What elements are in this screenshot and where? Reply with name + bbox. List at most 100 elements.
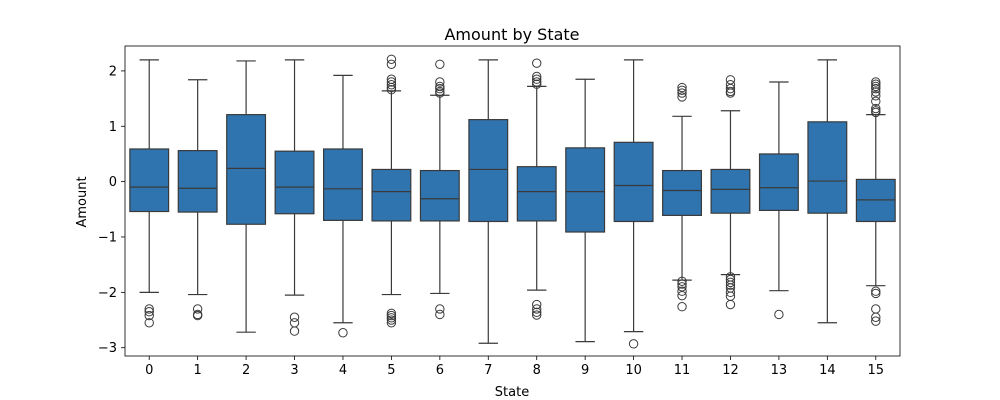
y-axis: 2 1 0 −1 −2 −3 [98, 64, 125, 356]
x-tick-label: 13 [771, 363, 788, 378]
y-tick-label: −1 [98, 230, 117, 245]
box-group-9 [565, 78, 606, 343]
outlier-point [871, 79, 881, 89]
outlier-point [871, 286, 881, 296]
outlier-point [144, 304, 154, 314]
x-tick-label: 0 [145, 363, 153, 378]
outlier-point [871, 304, 881, 314]
plot-frame [124, 45, 901, 357]
x-tick-label: 3 [290, 363, 298, 378]
box-group-0 [129, 59, 170, 328]
x-tick-label: 9 [581, 363, 589, 378]
x-tick-label: 4 [339, 363, 347, 378]
box-group-3 [274, 59, 315, 336]
iqr-box [177, 150, 218, 213]
outlier-point [532, 307, 542, 317]
outlier-point [338, 328, 348, 338]
x-tick-label: 1 [194, 363, 202, 378]
outlier-point [871, 316, 881, 326]
outlier-point [871, 87, 881, 97]
outlier-point [871, 77, 881, 87]
iqr-box [129, 148, 170, 213]
iqr-box [419, 169, 460, 222]
x-tick-label: 8 [533, 363, 541, 378]
x-tick-label: 7 [484, 363, 492, 378]
outlier-point [386, 310, 397, 321]
outlier-point [386, 85, 397, 95]
outlier-point [532, 310, 542, 320]
outlier-point [144, 318, 154, 328]
outlier-point [386, 308, 397, 319]
outlier-point [532, 304, 542, 314]
outlier-point [871, 83, 881, 94]
box-group-7 [468, 59, 509, 344]
box-group-12 [710, 75, 751, 310]
outlier-point [871, 107, 881, 118]
outlier-point [386, 59, 397, 69]
outlier-point [628, 339, 639, 349]
iqr-box [516, 166, 557, 222]
outlier-point [435, 309, 445, 320]
outlier-point [725, 88, 736, 98]
plot-content [129, 54, 896, 349]
x-tick-label: 11 [674, 363, 691, 378]
outlier-point [435, 83, 445, 94]
box-group-10 [613, 59, 654, 349]
y-axis-label: Amount [75, 176, 90, 227]
outlier-point [386, 80, 397, 90]
outlier-point [289, 312, 300, 322]
outlier-point [386, 313, 397, 323]
y-tick-label: 0 [109, 175, 117, 190]
box-group-5 [371, 54, 412, 328]
y-tick-label: 1 [109, 120, 117, 135]
x-tick-label: 6 [436, 363, 444, 378]
outlier-point [386, 318, 397, 328]
box-group-14 [807, 59, 848, 324]
outlier-point [677, 290, 687, 301]
x-tick-label: 10 [625, 363, 642, 378]
outlier-point [725, 280, 736, 290]
outlier-point [289, 318, 300, 328]
outlier-point [725, 287, 736, 298]
box-group-6 [419, 59, 460, 320]
iqr-box [274, 150, 315, 215]
outlier-point [871, 96, 881, 107]
iqr-box [371, 168, 412, 222]
y-tick-label: −2 [98, 286, 117, 301]
iqr-box [613, 141, 654, 223]
outlier-point [871, 81, 881, 92]
iqr-box [565, 147, 606, 233]
outlier-point [774, 309, 784, 320]
x-tick-label: 14 [819, 363, 836, 378]
outlier-point [192, 304, 203, 314]
x-axis: 0 1 2 3 4 5 6 7 8 9 10 11 12 13 14 15 [145, 356, 884, 378]
outlier-point [532, 58, 542, 68]
outlier-point [725, 299, 736, 310]
outlier-point [386, 54, 397, 64]
outlier-point [435, 59, 445, 69]
y-tick-label: −3 [98, 341, 117, 356]
x-axis-label: State [495, 385, 529, 400]
chart-title: Amount by State [444, 25, 579, 44]
outlier-point [677, 286, 687, 296]
box-group-15 [855, 77, 896, 326]
x-tick-label: 5 [387, 363, 395, 378]
iqr-box [807, 121, 848, 214]
iqr-box [710, 168, 751, 214]
outlier-point [144, 310, 154, 321]
outlier-point [435, 88, 445, 98]
iqr-box [468, 119, 509, 223]
outlier-point [386, 315, 397, 325]
iqr-box [226, 114, 267, 225]
outlier-point [435, 81, 445, 92]
outlier-point [435, 77, 445, 87]
outlier-point [144, 307, 154, 317]
outlier-point [677, 92, 687, 102]
outlier-point [532, 74, 542, 84]
box-group-13 [758, 81, 799, 320]
outlier-point [677, 276, 687, 286]
outlier-point [677, 279, 687, 289]
x-tick-label: 15 [868, 363, 885, 378]
